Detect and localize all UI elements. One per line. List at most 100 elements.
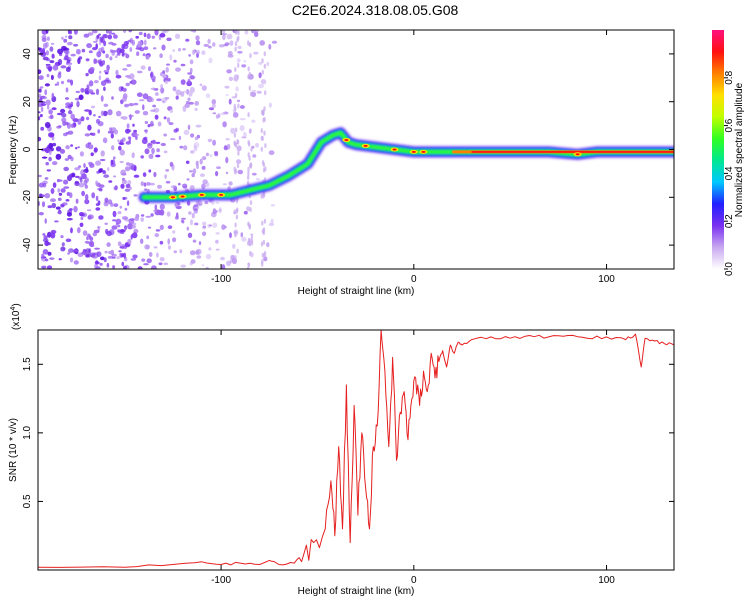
noise-speckle — [195, 35, 200, 41]
noise-speckle — [142, 53, 146, 57]
noise-speckle — [133, 129, 138, 133]
noise-speckle — [208, 107, 215, 111]
noise-speckle — [169, 138, 176, 141]
noise-speckle — [89, 241, 94, 248]
noise-speckle — [166, 211, 171, 217]
noise-speckle — [167, 238, 170, 245]
noise-speckle — [178, 47, 181, 52]
noise-streak — [262, 110, 265, 116]
noise-speckle — [128, 30, 133, 33]
noise-speckle — [136, 70, 143, 74]
noise-speckle — [124, 188, 131, 192]
noise-streak — [234, 222, 237, 228]
noise-speckle — [156, 229, 160, 232]
noise-speckle — [97, 121, 104, 127]
noise-speckle — [220, 112, 226, 116]
noise-speckle — [232, 243, 236, 249]
noise-streak — [260, 241, 264, 247]
noise-speckle — [143, 263, 149, 266]
noise-speckle — [38, 212, 44, 216]
noise-speckle — [113, 203, 119, 208]
noise-speckle — [140, 238, 144, 244]
snr-y-axis-label: SNR (10 * v/v) — [8, 418, 19, 482]
noise-speckle — [45, 50, 50, 56]
noise-speckle — [226, 260, 231, 267]
noise-speckle — [70, 227, 73, 234]
noise-streak — [236, 74, 239, 80]
noise-speckle — [202, 225, 207, 229]
signal-hotspot-core — [344, 138, 349, 141]
noise-speckle — [44, 83, 51, 87]
noise-speckle — [95, 195, 99, 201]
noise-speckle — [122, 95, 127, 102]
colorbar-tick-label: 0.2 — [724, 214, 735, 228]
noise-speckle — [76, 48, 81, 55]
noise-speckle — [98, 168, 103, 173]
noise-speckle — [111, 225, 118, 230]
noise-speckle — [125, 183, 131, 189]
noise-streak — [260, 146, 263, 152]
noise-speckle — [207, 138, 213, 143]
noise-speckle — [102, 34, 108, 39]
snr-frame — [37, 329, 675, 571]
noise-speckle — [52, 182, 57, 188]
noise-speckle — [187, 78, 191, 85]
noise-speckle — [256, 90, 262, 94]
noise-speckle — [183, 129, 190, 135]
noise-speckle — [111, 96, 114, 100]
noise-streak — [237, 103, 240, 109]
noise-speckle — [192, 168, 197, 174]
noise-speckle — [85, 58, 90, 62]
noise-speckle — [57, 73, 62, 79]
noise-speckle — [229, 259, 233, 264]
noise-speckle — [224, 85, 230, 89]
noise-speckle — [143, 182, 147, 187]
snr-x-axis-label: Height of straight line (km) — [298, 586, 415, 597]
noise-speckle — [84, 184, 89, 189]
noise-speckle — [61, 80, 64, 85]
noise-speckle — [106, 167, 110, 172]
noise-speckle — [239, 125, 245, 132]
noise-speckle — [40, 126, 45, 131]
noise-speckle — [205, 266, 209, 269]
noise-speckle — [120, 229, 124, 232]
noise-speckle — [70, 144, 74, 147]
noise-speckle — [63, 186, 70, 189]
noise-speckle — [38, 182, 45, 188]
noise-speckle — [79, 212, 84, 217]
noise-speckle — [80, 216, 84, 221]
noise-speckle — [74, 167, 81, 171]
noise-speckle — [258, 72, 262, 79]
noise-speckle — [107, 255, 114, 259]
noise-speckle — [211, 200, 215, 205]
noise-speckle — [189, 67, 193, 74]
noise-speckle — [150, 213, 154, 217]
noise-speckle — [196, 255, 202, 259]
noise-speckle — [133, 194, 138, 197]
noise-speckle — [146, 182, 151, 186]
noise-speckle — [78, 182, 85, 188]
noise-speckle — [154, 204, 158, 211]
noise-speckle — [229, 232, 232, 239]
noise-streak — [234, 142, 238, 148]
noise-speckle — [124, 225, 128, 231]
noise-speckle — [148, 252, 153, 257]
noise-speckle — [113, 34, 118, 39]
noise-speckle — [213, 209, 218, 214]
noise-streak — [262, 162, 266, 168]
noise-streak — [262, 193, 265, 199]
noise-speckle — [73, 30, 78, 35]
noise-speckle — [159, 224, 164, 230]
noise-speckle — [70, 123, 75, 128]
noise-speckle — [44, 89, 48, 96]
colorbar-tick-label: 0.4 — [724, 166, 735, 180]
noise-speckle — [128, 114, 135, 117]
colorbar-tick-label: 0.8 — [724, 70, 735, 84]
noise-speckle — [183, 145, 188, 151]
noise-speckle — [208, 57, 213, 64]
noise-speckle — [152, 104, 157, 108]
noise-speckle — [70, 79, 74, 86]
noise-speckle — [56, 125, 62, 129]
noise-speckle — [52, 64, 59, 71]
